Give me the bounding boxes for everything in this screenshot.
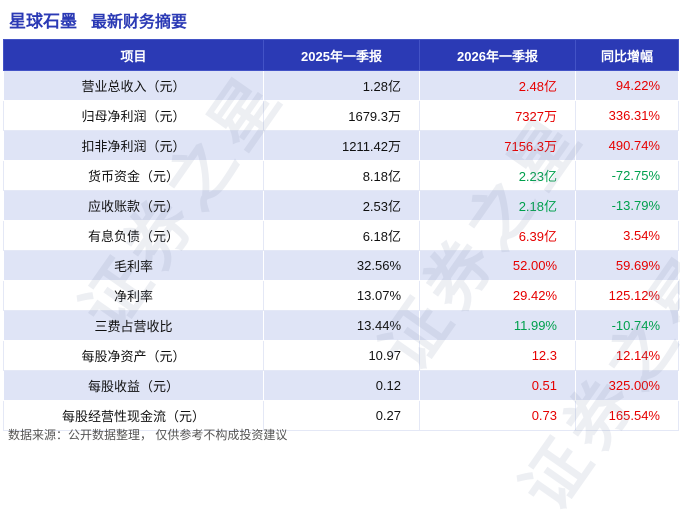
value-2026-cell: 29.42% bbox=[419, 280, 576, 311]
table-row: 有息负债（元） 6.18亿 6.39亿 3.54% bbox=[3, 220, 679, 251]
value-2025-cell: 6.18亿 bbox=[263, 220, 420, 251]
value-2026-cell: 12.3 bbox=[419, 340, 576, 371]
yoy-cell: 59.69% bbox=[575, 250, 679, 281]
data-source-note: 数据来源：公开数据整理， 仅供参考不构成投资建议 bbox=[8, 428, 288, 442]
header-yoy-growth: 同比增幅 bbox=[575, 39, 679, 71]
value-2026-cell: 0.73 bbox=[419, 400, 576, 431]
table-row: 每股经营性现金流（元） 0.27 0.73 165.54% bbox=[3, 400, 679, 431]
item-cell: 归母净利润（元） bbox=[3, 100, 264, 131]
item-cell: 每股经营性现金流（元） bbox=[3, 400, 264, 431]
value-2025-cell: 32.56% bbox=[263, 250, 420, 281]
yoy-cell: -10.74% bbox=[575, 310, 679, 341]
value-2026-cell: 2.48亿 bbox=[419, 70, 576, 101]
table-row: 扣非净利润（元） 1211.42万 7156.3万 490.74% bbox=[3, 130, 679, 161]
table-row: 净利率 13.07% 29.42% 125.12% bbox=[3, 280, 679, 311]
company-name: 星球石墨 bbox=[9, 12, 77, 31]
yoy-cell: 325.00% bbox=[575, 370, 679, 401]
item-cell: 毛利率 bbox=[3, 250, 264, 281]
value-2026-cell: 7327万 bbox=[419, 100, 576, 131]
value-2026-cell: 11.99% bbox=[419, 310, 576, 341]
item-cell: 货币资金（元） bbox=[3, 160, 264, 191]
value-2026-cell: 0.51 bbox=[419, 370, 576, 401]
value-2025-cell: 1679.3万 bbox=[263, 100, 420, 131]
table-row: 归母净利润（元） 1679.3万 7327万 336.31% bbox=[3, 100, 679, 131]
yoy-cell: 336.31% bbox=[575, 100, 679, 131]
value-2026-cell: 52.00% bbox=[419, 250, 576, 281]
value-2025-cell: 2.53亿 bbox=[263, 190, 420, 221]
value-2025-cell: 13.44% bbox=[263, 310, 420, 341]
value-2026-cell: 2.23亿 bbox=[419, 160, 576, 191]
table-row: 毛利率 32.56% 52.00% 59.69% bbox=[3, 250, 679, 281]
item-cell: 扣非净利润（元） bbox=[3, 130, 264, 161]
item-cell: 三费占营收比 bbox=[3, 310, 264, 341]
item-cell: 每股收益（元） bbox=[3, 370, 264, 401]
header-item: 项目 bbox=[3, 39, 264, 71]
yoy-cell: 12.14% bbox=[575, 340, 679, 371]
value-2026-cell: 7156.3万 bbox=[419, 130, 576, 161]
item-cell: 有息负债（元） bbox=[3, 220, 264, 251]
yoy-cell: 165.54% bbox=[575, 400, 679, 431]
table-body: 营业总收入（元） 1.28亿 2.48亿 94.22% 归母净利润（元） 1679.3万 7… bbox=[3, 70, 679, 431]
yoy-cell: 490.74% bbox=[575, 130, 679, 161]
table-row: 每股收益（元） 0.12 0.51 325.00% bbox=[3, 370, 679, 401]
value-2025-cell: 0.12 bbox=[263, 370, 420, 401]
value-2026-cell: 2.18亿 bbox=[419, 190, 576, 221]
value-2025-cell: 1.28亿 bbox=[263, 70, 420, 101]
header-2026-q1: 2026年一季报 bbox=[419, 39, 576, 71]
value-2025-cell: 1211.42万 bbox=[263, 130, 420, 161]
table-row: 营业总收入（元） 1.28亿 2.48亿 94.22% bbox=[3, 70, 679, 101]
table-row: 三费占营收比 13.44% 11.99% -10.74% bbox=[3, 310, 679, 341]
report-subtitle: 最新财务摘要 bbox=[91, 14, 188, 31]
table-row: 应收账款（元） 2.53亿 2.18亿 -13.79% bbox=[3, 190, 679, 221]
value-2025-cell: 8.18亿 bbox=[263, 160, 420, 191]
table-header-row: 项目 2025年一季报 2026年一季报 同比增幅 bbox=[3, 39, 679, 71]
item-cell: 应收账款（元） bbox=[3, 190, 264, 221]
item-cell: 每股净资产（元） bbox=[3, 340, 264, 371]
value-2025-cell: 10.97 bbox=[263, 340, 420, 371]
value-2026-cell: 6.39亿 bbox=[419, 220, 576, 251]
yoy-cell: 125.12% bbox=[575, 280, 679, 311]
item-cell: 净利率 bbox=[3, 280, 264, 311]
item-cell: 营业总收入（元） bbox=[3, 70, 264, 101]
yoy-cell: -13.79% bbox=[575, 190, 679, 221]
table-row: 每股净资产（元） 10.97 12.3 12.14% bbox=[3, 340, 679, 371]
yoy-cell: 3.54% bbox=[575, 220, 679, 251]
header-2025-q1: 2025年一季报 bbox=[263, 39, 420, 71]
table-row: 货币资金（元） 8.18亿 2.23亿 -72.75% bbox=[3, 160, 679, 191]
value-2025-cell: 13.07% bbox=[263, 280, 420, 311]
yoy-cell: -72.75% bbox=[575, 160, 679, 191]
table-area: 项目 2025年一季报 2026年一季报 同比增幅 营业总收入（元） 1.28亿 2… bbox=[0, 39, 680, 431]
title-bar: 星球石墨 最新财务摘要 bbox=[0, 0, 680, 37]
yoy-cell: 94.22% bbox=[575, 70, 679, 101]
value-2025-cell: 0.27 bbox=[263, 400, 420, 431]
financial-table: 项目 2025年一季报 2026年一季报 同比增幅 营业总收入（元） 1.28亿 2… bbox=[3, 39, 679, 431]
